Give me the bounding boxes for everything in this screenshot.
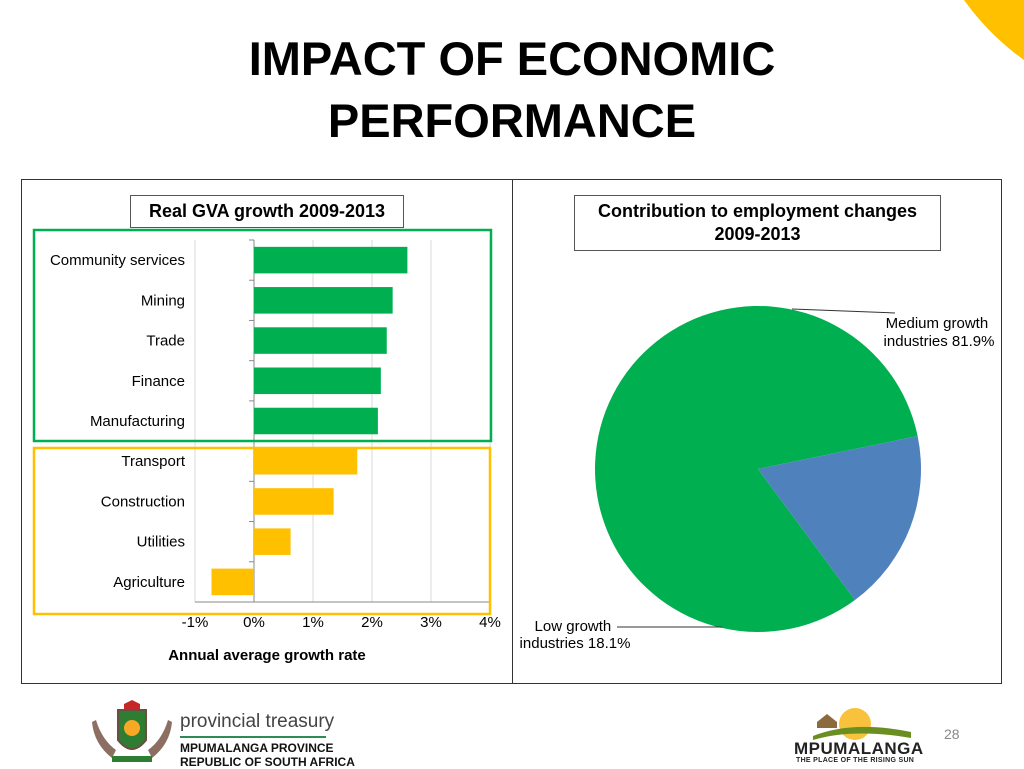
slide-title: IMPACT OF ECONOMIC PERFORMANCE bbox=[0, 28, 1024, 152]
charts-divider bbox=[512, 179, 513, 684]
pie-chart-title: Contribution to employment changes 2009-… bbox=[574, 195, 941, 251]
pie-label-medium: Medium growth industries 81.9% bbox=[884, 315, 995, 350]
category-label: Trade bbox=[146, 333, 185, 350]
category-label: Mining bbox=[141, 292, 185, 309]
page-number: 28 bbox=[944, 726, 960, 742]
x-tick-label: 2% bbox=[361, 614, 383, 631]
category-label: Utilities bbox=[137, 534, 185, 551]
bar-agriculture bbox=[211, 568, 254, 596]
treasury-province: MPUMALANGA PROVINCE bbox=[180, 741, 334, 755]
pie-label-low: Low growth industries 18.1% bbox=[520, 618, 631, 652]
bar-transport bbox=[254, 447, 358, 475]
coat-of-arms-logo bbox=[92, 700, 172, 762]
mpumalanga-slogan: THE PLACE OF THE RISING SUN bbox=[796, 757, 915, 764]
x-axis-title: Annual average growth rate bbox=[168, 647, 366, 664]
pie-title-line1: Contribution to employment changes bbox=[597, 201, 917, 221]
bar-community-services bbox=[254, 246, 408, 274]
gva-growth-bar-chart: Community services Mining Trade Finance Manu… bbox=[32, 228, 501, 664]
bar-manufacturing bbox=[254, 407, 378, 435]
category-label: Community services bbox=[50, 252, 185, 269]
charts-frame bbox=[21, 179, 1002, 684]
category-label: Manufacturing bbox=[90, 413, 185, 430]
employment-pie-chart: Medium growth industries 81.9% Low growt… bbox=[520, 306, 995, 652]
x-tick-label: 1% bbox=[302, 614, 324, 631]
medium-label-leader bbox=[791, 308, 896, 314]
bar-trade bbox=[254, 327, 387, 354]
corner-accent bbox=[964, 0, 1024, 60]
high-growth-group-box bbox=[32, 228, 493, 443]
pie-slice-medium-growth bbox=[594, 306, 918, 633]
slide-title-line1: IMPACT OF ECONOMIC bbox=[248, 32, 776, 85]
bar-finance bbox=[254, 367, 381, 395]
treasury-text-block: provincial treasury MPUMALANGA PROVINCE … bbox=[180, 712, 355, 769]
bar-construction bbox=[254, 488, 334, 515]
pie-title-line2: 2009-2013 bbox=[714, 224, 801, 244]
treasury-name: provincial treasury bbox=[180, 711, 335, 732]
bar-mining bbox=[254, 287, 393, 314]
slide-title-line2: PERFORMANCE bbox=[327, 94, 697, 147]
x-tick-label: 4% bbox=[479, 614, 501, 631]
x-tick-label: 3% bbox=[420, 614, 442, 631]
pie-slice-low-growth bbox=[758, 436, 921, 601]
bar-chart-title: Real GVA growth 2009-2013 bbox=[130, 195, 404, 228]
bar-utilities bbox=[254, 528, 291, 555]
category-label: Finance bbox=[132, 373, 185, 390]
low-growth-group-box bbox=[32, 446, 492, 616]
mpumalanga-name: MPUMALANGA bbox=[794, 739, 924, 758]
treasury-republic: REPUBLIC OF SOUTH AFRICA bbox=[180, 755, 355, 769]
x-tick-label: 0% bbox=[243, 614, 265, 631]
category-label: Transport bbox=[121, 453, 185, 470]
mpumalanga-sun-logo bbox=[813, 708, 911, 740]
treasury-underline bbox=[180, 736, 326, 738]
category-label: Construction bbox=[101, 493, 185, 510]
category-label: Agriculture bbox=[113, 574, 185, 591]
x-tick-label: -1% bbox=[182, 614, 209, 631]
